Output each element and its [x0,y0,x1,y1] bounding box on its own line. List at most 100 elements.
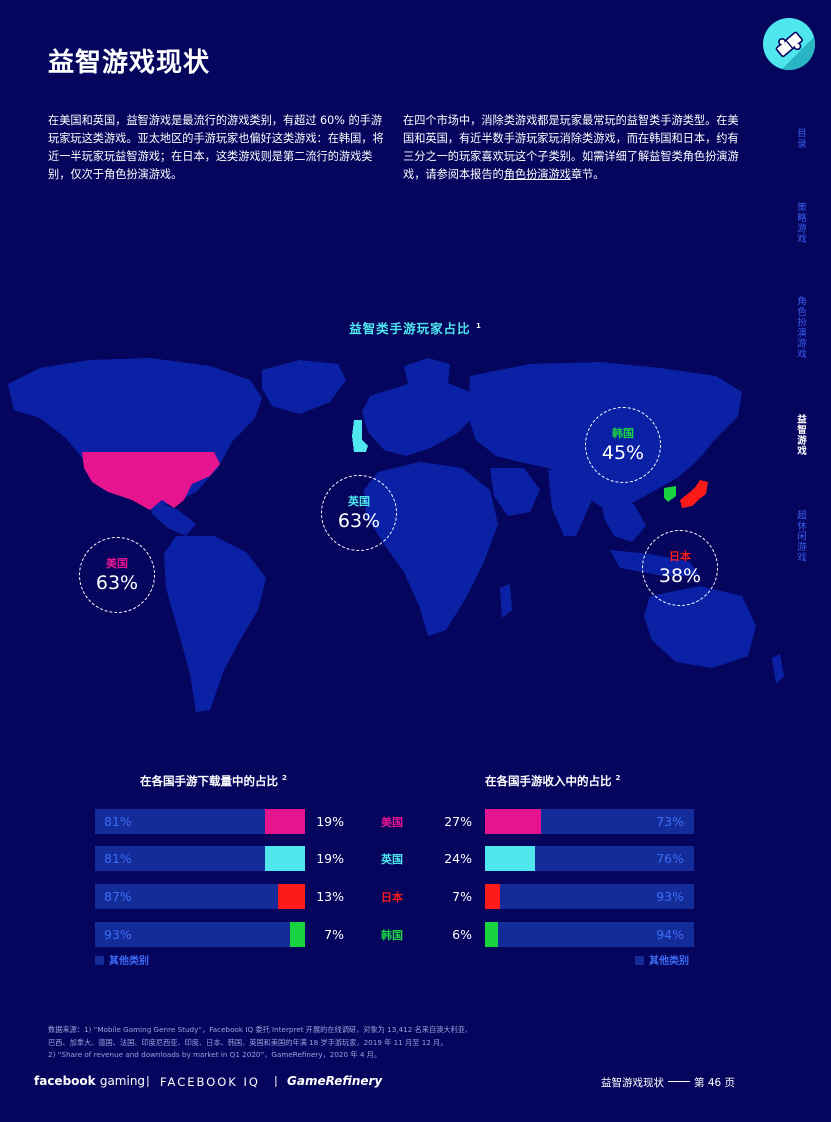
country-label: 韩国 [381,929,403,942]
facebook-iq-logo: FACEBOOK IQ [160,1075,260,1089]
chart-row: 87% 13% 日本 7% 93% [0,884,831,909]
downloads-legend-label: 其他类别 [109,956,149,967]
downloads-chart-title-text: 在各国手游下载量中的占比 [140,774,278,788]
footer-section: 益智游戏现状 [601,1077,664,1089]
rpg-section-link[interactable]: 角色扮演游戏 [503,168,571,181]
map-uk-highlight [352,420,368,452]
downloads-puzzle-label: 13% [316,889,344,904]
revenue-chart-title: 在各国手游收入中的占比 2 [485,773,620,789]
revenue-legend-label: 其他类别 [649,956,689,967]
revenue-puzzle-label: 27% [444,814,472,829]
revenue-chart-title-note: 2 [615,774,621,783]
chart-row: 93% 7% 韩国 6% 94% [0,922,831,947]
map-australia [644,586,756,668]
map-new-zealand [772,654,784,684]
chart-row: 81% 19% 英国 24% 76% [0,846,831,871]
revenue-other-bar [485,846,694,871]
map-africa [364,462,498,636]
revenue-puzzle-label: 7% [452,889,472,904]
downloads-other-label: 81% [104,814,132,829]
footer-separator: | [146,1074,150,1087]
downloads-other-bar [95,846,305,871]
bubble-japan: 日本 38% [642,530,718,606]
bubble-japan-value: 38% [658,565,702,587]
bubble-uk-name: 英国 [348,495,370,508]
downloads-other-label: 93% [104,927,132,942]
map-greenland [262,360,346,414]
facebook-gaming-logo-bold: facebook [34,1074,96,1088]
downloads-puzzle-bar [278,884,305,909]
footnote-line: 2) “Share of revenue and downloads by ma… [48,1050,382,1059]
map-europe [362,382,474,456]
footer-separator: | [274,1074,278,1087]
map-scandinavia [404,358,450,390]
side-nav-strategy[interactable]: 策略游戏 [795,202,806,244]
revenue-other-label: 94% [656,927,684,942]
revenue-legend: 其他类别 [635,952,689,967]
bubble-korea-value: 45% [601,442,645,464]
downloads-legend: 其他类别 [95,952,149,967]
map-arabia [490,468,540,516]
downloads-puzzle-bar [290,922,305,947]
footnote-line: 数据来源：1) “Mobile Gaming Genre Study”，Face… [48,1025,473,1034]
country-label: 日本 [381,891,403,904]
legend-swatch [635,956,644,965]
footer-dash [668,1081,690,1082]
page-title: 益智游戏现状 [48,48,211,78]
revenue-puzzle-bar [485,846,535,871]
footnote-line: 巴西、加拿大、德国、法国、印度尼西亚、印度、日本、韩国、英国和美国的年满 18 … [48,1037,448,1047]
bubble-usa-name: 美国 [106,557,128,570]
downloads-chart-title: 在各国手游下载量中的占比 2 [140,773,287,789]
downloads-puzzle-label: 7% [324,927,344,942]
map-title-text: 益智类手游玩家占比 [349,321,471,336]
bubble-uk: 英国 63% [321,475,397,551]
facebook-gaming-logo: facebook gaming [34,1074,145,1088]
side-nav-contents[interactable]: 目录 [795,128,806,149]
map-india [548,470,592,536]
downloads-other-bar [95,809,305,834]
revenue-other-label: 73% [656,814,684,829]
map-central-america [150,498,196,536]
map-title-note: 1 [476,321,482,330]
downloads-puzzle-label: 19% [316,851,344,866]
revenue-puzzle-bar [485,809,541,834]
downloads-puzzle-bar [265,809,305,834]
revenue-other-label: 76% [656,851,684,866]
map-madagascar [500,584,512,618]
facebook-gaming-logo-light: gaming [99,1074,146,1088]
country-label: 美国 [381,816,403,829]
map-southeast-asia [602,500,646,542]
intro-right-text: 在四个市场中，消除类游戏都是玩家最常玩的益智类手游类型。在美国和英国，有近半数手… [403,114,739,181]
bubble-korea: 韩国 45% [585,407,661,483]
map-south-america [164,536,266,712]
side-navigation: 目录 策略游戏 角色扮演游戏 益智游戏 超休闲游戏 [777,100,807,600]
map-usa-highlight [82,452,220,510]
footer: facebook gaming | FACEBOOK IQ | GameRefi… [34,1074,794,1092]
map-japan-highlight [680,480,708,508]
intro-right-text-end: 章节。 [570,168,605,181]
map-korea-highlight [664,486,676,502]
page-number: 第 46 页 [694,1077,736,1089]
side-nav-rpg[interactable]: 角色扮演游戏 [795,296,806,359]
downloads-other-bar [95,884,305,909]
revenue-puzzle-bar [485,922,498,947]
revenue-other-label: 93% [656,889,684,904]
downloads-puzzle-bar [265,846,305,871]
puzzle-piece-icon [763,18,815,70]
side-nav-hypercasual[interactable]: 超休闲游戏 [795,510,806,563]
gamerefinery-logo: GameRefinery [287,1074,383,1088]
revenue-puzzle-bar [485,884,500,909]
side-nav-puzzle[interactable]: 益智游戏 [795,414,806,456]
bubble-uk-value: 63% [337,510,381,532]
intro-left-paragraph: 在美国和英国，益智游戏是最流行的游戏类别，有超过 60% 的手游玩家玩这类游戏。… [48,114,384,181]
bubble-usa-value: 63% [95,572,139,594]
bubble-japan-name: 日本 [669,550,691,563]
downloads-puzzle-label: 19% [316,814,344,829]
revenue-other-bar [485,884,694,909]
intro-right-paragraph: 在四个市场中，消除类游戏都是玩家最常玩的益智类手游类型。在美国和英国，有近半数手… [403,112,748,184]
world-map [8,358,784,712]
revenue-puzzle-label: 6% [452,927,472,942]
downloads-chart-title-note: 2 [282,774,287,783]
footnotes: 数据来源：1) “Mobile Gaming Genre Study”，Face… [48,1024,748,1062]
chart-row: 81% 19% 美国 27% 73% [0,809,831,834]
